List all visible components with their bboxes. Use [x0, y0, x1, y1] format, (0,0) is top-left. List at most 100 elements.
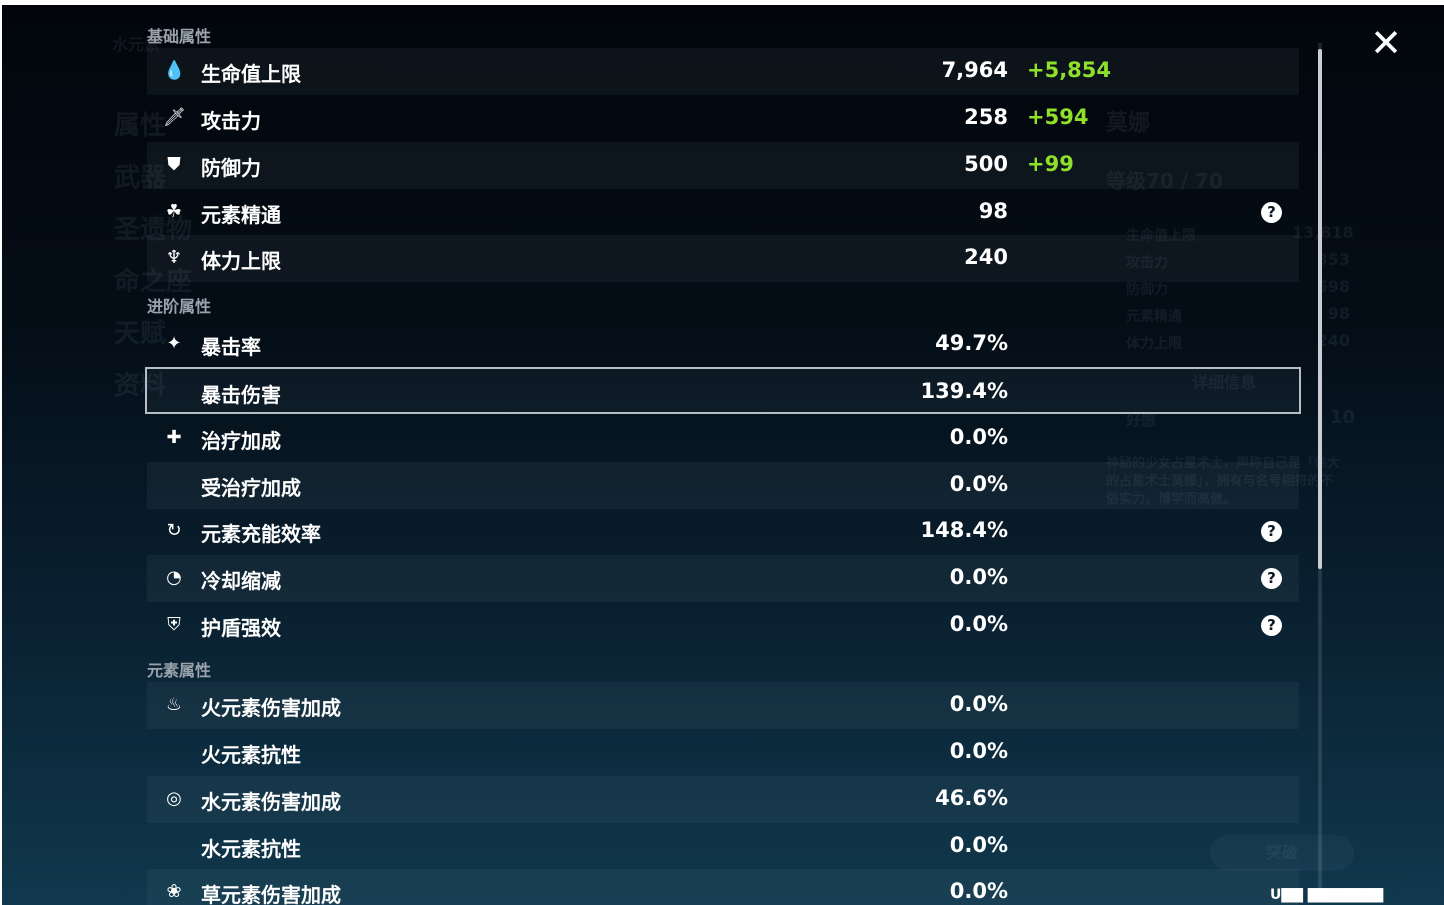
stat-label: 治疗加成 — [201, 428, 281, 453]
bg-description: 神秘的少女占星术士，声称自己是「伟大的占星术士莫娜」，拥有与名号相符的不俗实力，… — [1106, 456, 1341, 507]
stats-screen: 水元素 属性 武器 圣遗物 命之座 天赋 资料 莫娜 等级70 / 70 详细信息 好感 … — [2, 5, 1444, 905]
stat-value: 0.0% — [949, 879, 1008, 904]
section-title: 基础属性 — [147, 27, 212, 46]
stat-value: 139.4% — [920, 378, 1008, 403]
shield-icon: ⛊ — [167, 153, 181, 175]
bg-element-title: 水元素 — [112, 35, 161, 54]
bg-stat-value: 240 — [1316, 331, 1350, 350]
stat-row[interactable]: ♆ 体力上限 240 — [147, 235, 1299, 283]
stat-value: 500 — [964, 151, 1008, 176]
stat-value: 7,964 — [941, 58, 1008, 82]
section-title: 进阶属性 — [147, 297, 212, 316]
stat-row[interactable]: ⛊ 防御力 500 +99 — [147, 141, 1299, 189]
stat-row[interactable]: ♨ 火元素伤害加成 0.0% — [147, 682, 1299, 729]
stat-label: 护盾强效 — [201, 616, 281, 641]
stat-label: 冷却缩减 — [201, 569, 281, 594]
stat-row[interactable]: ◎ 水元素伤害加成 46.6% — [147, 775, 1299, 823]
stat-value: 46.6% — [935, 785, 1008, 810]
stat-label: 草元素伤害加成 — [201, 883, 341, 905]
bg-nav-item: 属性 — [114, 111, 167, 141]
help-icon[interactable]: ? — [1261, 201, 1282, 223]
stat-row[interactable]: ⛨ 护盾强效 0.0%? — [147, 602, 1299, 649]
stat-row[interactable]: 暴击伤害 139.4% — [145, 366, 1301, 414]
stat-row[interactable]: ✦ 暴击率 49.7% — [147, 321, 1299, 368]
stat-label: 水元素伤害加成 — [201, 789, 341, 814]
stat-label: 受治疗加成 — [201, 475, 301, 500]
stat-label: 攻击力 — [201, 108, 261, 133]
help-icon[interactable]: ? — [1261, 568, 1282, 590]
stat-value: 98 — [978, 198, 1008, 223]
stat-value: 0.0% — [949, 471, 1008, 496]
uid-watermark: U▇▇ ▇▇▇▇▇▇▇ — [1270, 887, 1384, 903]
stat-bonus: +594 — [1027, 104, 1089, 129]
pyro-icon: ♨ — [165, 694, 183, 715]
hp-drop-icon: 💧 — [163, 60, 186, 81]
stat-value: 240 — [964, 245, 1008, 270]
bg-friendship-value: 10 — [1330, 407, 1356, 428]
stat-label: 火元素伤害加成 — [201, 696, 341, 720]
stat-label: 元素精通 — [201, 202, 281, 227]
stat-value: 258 — [964, 104, 1008, 129]
stat-value: 148.4% — [920, 518, 1008, 543]
bg-nav-item: 圣遗物 — [114, 215, 193, 245]
cooldown-icon: ◔ — [166, 567, 182, 589]
bg-stat-value: 853 — [1316, 250, 1350, 269]
stat-row[interactable]: ☘ 元素精通 98? — [147, 189, 1299, 236]
help-icon[interactable]: ? — [1261, 615, 1282, 637]
stat-label: 生命值上限 — [201, 62, 301, 86]
stat-value: 0.0% — [949, 738, 1008, 763]
sword-icon: 🗡 — [163, 106, 186, 128]
bg-stat-label: 体力上限 — [1126, 336, 1182, 352]
shield-strength-icon: ⛨ — [167, 614, 181, 636]
help-icon[interactable]: ? — [1261, 521, 1282, 543]
bg-nav-item: 资料 — [114, 371, 167, 401]
stat-row[interactable]: ❀ 草元素伤害加成 0.0% — [147, 869, 1299, 905]
stat-row[interactable]: ◔ 冷却缩减 0.0%? — [147, 555, 1299, 603]
stat-row[interactable]: ✚ 治疗加成 0.0% — [147, 415, 1299, 462]
bg-ascend-button: 突破 — [1210, 835, 1354, 871]
bg-nav-item: 命之座 — [114, 267, 193, 297]
stat-row[interactable]: 火元素抗性 0.0% — [147, 729, 1299, 776]
crit-rate-icon: ✦ — [166, 333, 182, 354]
bg-friendship-label: 好感 — [1126, 411, 1157, 429]
bg-stat-value: 13,818 — [1292, 223, 1354, 242]
stat-row[interactable]: 🗡 攻击力 258 +594 — [147, 95, 1299, 142]
healing-cross-icon: ✚ — [166, 426, 182, 448]
stat-row[interactable]: ↻ 元素充能效率 148.4%? — [147, 508, 1299, 555]
stat-bonus: +5,854 — [1027, 58, 1112, 82]
stat-bonus: +99 — [1027, 151, 1074, 176]
dendro-icon: ❀ — [166, 881, 182, 903]
bg-stat-label: 元素精通 — [1126, 309, 1182, 325]
stamina-icon: ♆ — [165, 247, 183, 269]
stat-value: 0.0% — [949, 832, 1008, 857]
scrollbar-thumb[interactable] — [1318, 49, 1322, 569]
bg-stat-value: 598 — [1316, 277, 1350, 296]
bg-detail-button: 详细信息 — [1192, 373, 1257, 392]
section-title: 元素属性 — [147, 661, 212, 680]
bg-character-name: 莫娜 — [1106, 111, 1151, 136]
stat-label: 防御力 — [201, 155, 261, 180]
stat-value: 49.7% — [935, 331, 1008, 355]
stat-value: 0.0% — [949, 565, 1008, 590]
bg-nav-item: 天赋 — [114, 319, 167, 349]
stat-label: 暴击伤害 — [201, 382, 281, 407]
elemental-mastery-icon: ☘ — [165, 200, 183, 222]
stat-value: 0.0% — [949, 692, 1008, 716]
stat-row[interactable]: 💧 生命值上限 7,964 +5,854 — [147, 48, 1299, 95]
stat-value: 0.0% — [949, 612, 1008, 637]
bg-stat-label: 生命值上限 — [1126, 228, 1196, 244]
hydro-icon: ◎ — [166, 787, 182, 809]
stat-label: 暴击率 — [201, 335, 261, 359]
bg-character-level: 等级70 / 70 — [1106, 169, 1223, 193]
stat-row[interactable]: 受治疗加成 0.0% — [147, 461, 1299, 509]
stat-label: 火元素抗性 — [201, 742, 301, 767]
bg-stat-label: 防御力 — [1126, 282, 1168, 298]
stat-value: 0.0% — [949, 424, 1008, 449]
bg-stat-label: 攻击力 — [1126, 255, 1168, 271]
bg-stat-value: 98 — [1327, 304, 1350, 323]
close-button[interactable]: ✕ — [1370, 21, 1402, 65]
stat-row[interactable]: 水元素抗性 0.0% — [147, 823, 1299, 870]
stat-label: 元素充能效率 — [201, 522, 321, 547]
stat-label: 水元素抗性 — [201, 836, 301, 861]
energy-recharge-icon: ↻ — [166, 520, 182, 542]
